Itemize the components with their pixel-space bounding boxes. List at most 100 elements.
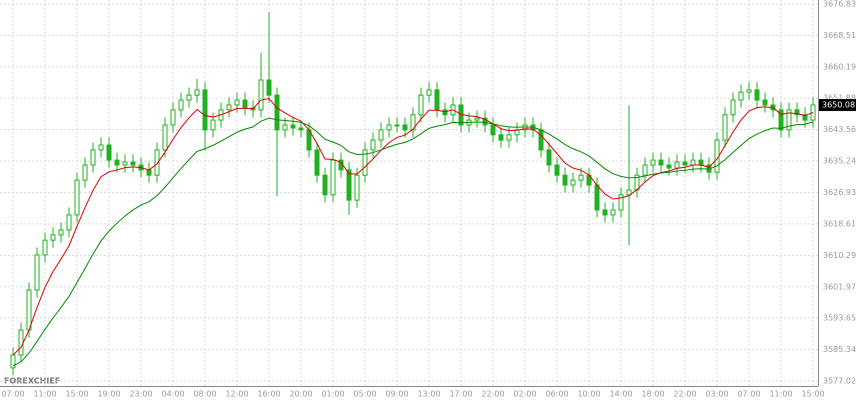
candle-body xyxy=(282,124,288,131)
candle-body xyxy=(762,99,768,106)
candle-body xyxy=(154,149,160,176)
candle-body xyxy=(386,124,392,131)
y-tick-label: 3660.19 xyxy=(823,62,856,71)
candle-body xyxy=(66,214,72,231)
candle-body xyxy=(594,184,600,211)
candle-body xyxy=(802,114,808,121)
candle-body xyxy=(178,99,184,111)
x-tick-label: 15:00 xyxy=(801,390,824,399)
candle-body xyxy=(738,91,744,101)
candle-body xyxy=(354,174,360,201)
candle-body xyxy=(34,254,40,291)
candle-body xyxy=(186,94,192,101)
candle-body xyxy=(658,159,664,166)
candle-body xyxy=(498,134,504,141)
y-tick-label: 3643.56 xyxy=(823,125,856,134)
y-tick-label: 3585.34 xyxy=(823,345,856,354)
x-tick-label: 08:00 xyxy=(193,390,216,399)
current-price-label: 3650.08 xyxy=(822,101,855,110)
candle-body xyxy=(98,144,104,151)
candle-body xyxy=(602,209,608,216)
candle-body xyxy=(626,189,632,196)
candle-body xyxy=(794,109,800,116)
y-tick-label: 3626.93 xyxy=(823,188,856,197)
candle-body xyxy=(290,124,296,129)
x-tick-label: 07:00 xyxy=(737,390,760,399)
candle-body xyxy=(42,239,48,256)
current-price-box xyxy=(819,99,856,112)
candle-body xyxy=(482,117,488,126)
candle-body xyxy=(378,129,384,141)
candle-body xyxy=(746,89,752,93)
x-tick-label: 20:00 xyxy=(289,390,312,399)
candle-body xyxy=(722,114,728,141)
y-tick-label: 3676.83 xyxy=(823,0,856,9)
candle-body xyxy=(18,329,24,356)
x-tick-label: 09:00 xyxy=(385,390,408,399)
candle-body xyxy=(266,79,272,96)
y-tick-label: 3635.24 xyxy=(823,157,856,166)
x-tick-label: 12:00 xyxy=(225,390,248,399)
y-tick-label: 3610.29 xyxy=(823,251,856,260)
x-tick-label: 22:00 xyxy=(673,390,696,399)
candle-body xyxy=(74,179,80,216)
candle-body xyxy=(674,161,680,169)
candle-body xyxy=(402,124,408,131)
x-tick-label: 11:00 xyxy=(33,390,56,399)
x-tick-label: 18:00 xyxy=(641,390,664,399)
candle-body xyxy=(578,174,584,181)
candle-body xyxy=(202,89,208,131)
y-tick-label: 3593.65 xyxy=(823,314,856,323)
candle-body xyxy=(442,109,448,116)
x-tick-label: 05:00 xyxy=(353,390,376,399)
candle-body xyxy=(730,99,736,116)
candle-body xyxy=(618,194,624,211)
candle-body xyxy=(58,229,64,236)
candle-body xyxy=(650,159,656,166)
candle-body xyxy=(258,79,264,111)
candle-body xyxy=(298,127,304,131)
x-tick-label: 11:00 xyxy=(769,390,792,399)
x-tick-label: 19:00 xyxy=(97,390,120,399)
candle-body xyxy=(122,161,128,166)
candle-body xyxy=(754,89,760,101)
candle-body xyxy=(234,99,240,106)
x-tick-label: 04:00 xyxy=(161,390,184,399)
y-tick-label: 3618.61 xyxy=(823,219,856,228)
x-tick-label: 10:00 xyxy=(577,390,600,399)
candle-body xyxy=(642,164,648,176)
x-tick-label: 02:00 xyxy=(513,390,536,399)
x-tick-label: 03:00 xyxy=(705,390,728,399)
candle-body xyxy=(570,179,576,186)
candle-body xyxy=(434,89,440,111)
candle-body xyxy=(554,164,560,176)
y-tick-label: 3601.97 xyxy=(823,282,856,291)
candle-body xyxy=(50,234,56,241)
x-tick-label: 23:00 xyxy=(129,390,152,399)
candle-body xyxy=(546,149,552,166)
candle-body xyxy=(162,124,168,151)
candle-body xyxy=(346,169,352,201)
candle-body xyxy=(106,144,112,161)
candle-body xyxy=(394,124,400,127)
candle-body xyxy=(130,161,136,166)
x-tick-label: 16:00 xyxy=(257,390,280,399)
candle-body xyxy=(538,129,544,151)
candle-body xyxy=(666,164,672,169)
candle-body xyxy=(226,104,232,111)
y-tick-label: 3668.51 xyxy=(823,31,856,40)
x-tick-label: 17:00 xyxy=(449,390,472,399)
candle-body xyxy=(314,149,320,176)
x-tick-label: 14:00 xyxy=(609,390,632,399)
x-tick-label: 22:00 xyxy=(481,390,504,399)
candle-body xyxy=(170,109,176,126)
candle-body xyxy=(690,159,696,166)
candle-body xyxy=(506,134,512,141)
candle-body xyxy=(698,159,704,166)
x-tick-label: 06:00 xyxy=(545,390,568,399)
candle-body xyxy=(26,289,32,331)
candle-body xyxy=(274,94,280,131)
